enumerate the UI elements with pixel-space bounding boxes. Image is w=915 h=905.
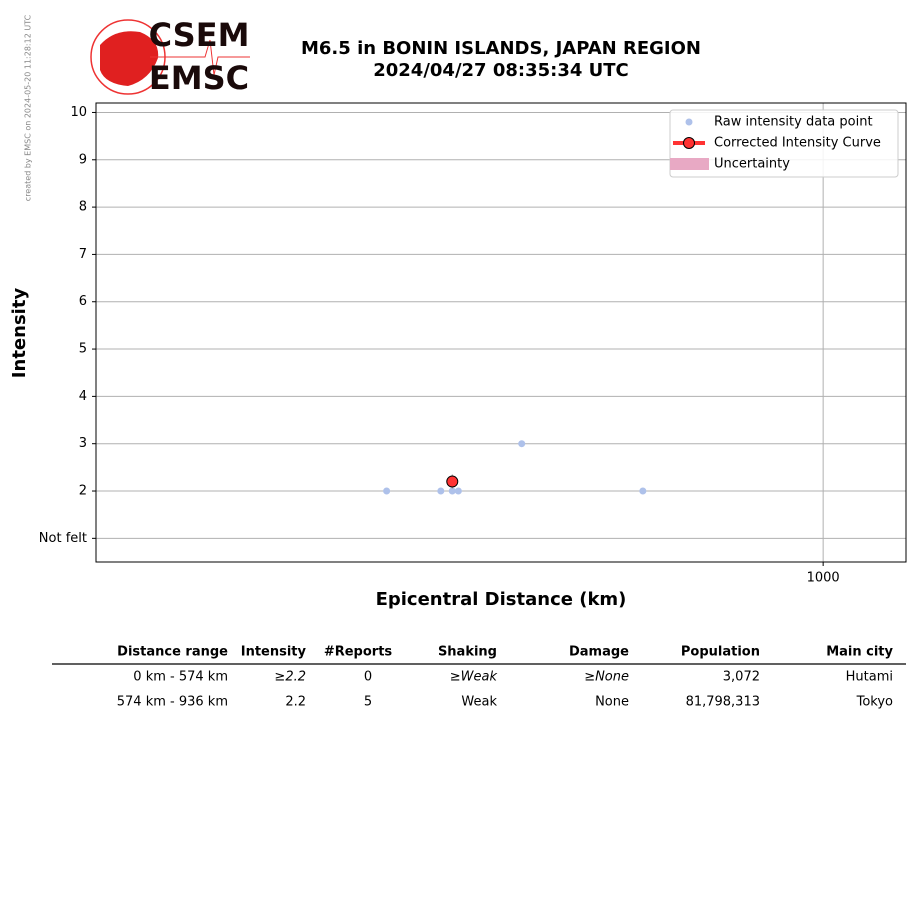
table-cell: 0 [364, 670, 372, 685]
legend: Raw intensity data point Corrected Intens… [669, 109, 899, 178]
y-tick-label: 7 [79, 247, 87, 262]
logo-map [100, 31, 159, 86]
y-tick-label: Not felt [39, 531, 87, 546]
data-point [383, 487, 391, 495]
table-cell: 574 km - 936 km [117, 695, 228, 710]
table-header: Main city [826, 645, 893, 660]
table-header: Damage [569, 645, 629, 660]
table: Distance range Intensity #Reports Shaking Da… [52, 645, 906, 710]
corrected-point [446, 475, 459, 488]
logo-bottom: EMSC [149, 59, 249, 97]
y-tick-label: 6 [79, 294, 87, 309]
logo-seismo [150, 39, 250, 76]
legend-patch [670, 158, 709, 170]
table-cell: Tokyo [856, 695, 893, 710]
logo-top: CSEM [149, 16, 250, 54]
data-point [518, 440, 526, 448]
legend-label: Uncertainty [714, 157, 790, 172]
x-tick-label: 1000 [807, 571, 840, 586]
table-cell: None [595, 695, 629, 710]
marks [383, 440, 647, 495]
legend-marker [683, 137, 695, 149]
legend-box [669, 109, 899, 178]
legend-label: Raw intensity data point [714, 115, 873, 130]
logo: CSEM EMSC [90, 16, 250, 97]
table-cell: ≥Weak [450, 670, 498, 685]
y-tick-label: 9 [79, 152, 87, 167]
y-tick-label: 4 [79, 389, 87, 404]
table-cell: ≥2.2 [274, 670, 306, 685]
data-point [448, 487, 456, 495]
table-cell: 3,072 [723, 670, 760, 685]
data-point [437, 487, 445, 495]
table-cell: 0 km - 574 km [133, 670, 228, 685]
data-point [454, 487, 462, 495]
table-cell: Weak [461, 695, 497, 710]
y-tick-label: 8 [79, 200, 87, 215]
data-point [639, 487, 647, 495]
table-cell: 81,798,313 [686, 695, 760, 710]
y-tick-label: 3 [79, 436, 87, 451]
table-cell: 2.2 [285, 695, 306, 710]
y-tick-label: 10 [70, 105, 87, 120]
table-header: Intensity [241, 645, 307, 660]
y-axis-label: Intensity [9, 288, 30, 379]
legend-label: Corrected Intensity Curve [714, 136, 881, 151]
chart-title: M6.5 in BONIN ISLANDS, JAPAN REGION [301, 38, 701, 59]
table-header: #Reports [324, 645, 393, 660]
credit: created by EMSC on 2024-05-20 11:28:12 U… [24, 14, 33, 201]
table-header: Population [681, 645, 760, 660]
table-cell: Hutami [846, 670, 893, 685]
legend-marker [685, 118, 693, 126]
table-cell: 5 [364, 695, 372, 710]
chart-subtitle: 2024/04/27 08:35:34 UTC [373, 60, 629, 81]
table-cell: ≥None [584, 670, 629, 685]
plot-frame [95, 102, 907, 563]
grid: Not felt 2 3 4 5 6 7 8 9 10 1000 [39, 103, 906, 586]
table-header: Shaking [438, 645, 497, 660]
table-header: Distance range [117, 645, 228, 660]
y-tick-label: 2 [79, 484, 87, 499]
y-tick-label: 5 [79, 342, 87, 357]
x-axis-label: Epicentral Distance (km) [376, 589, 627, 610]
